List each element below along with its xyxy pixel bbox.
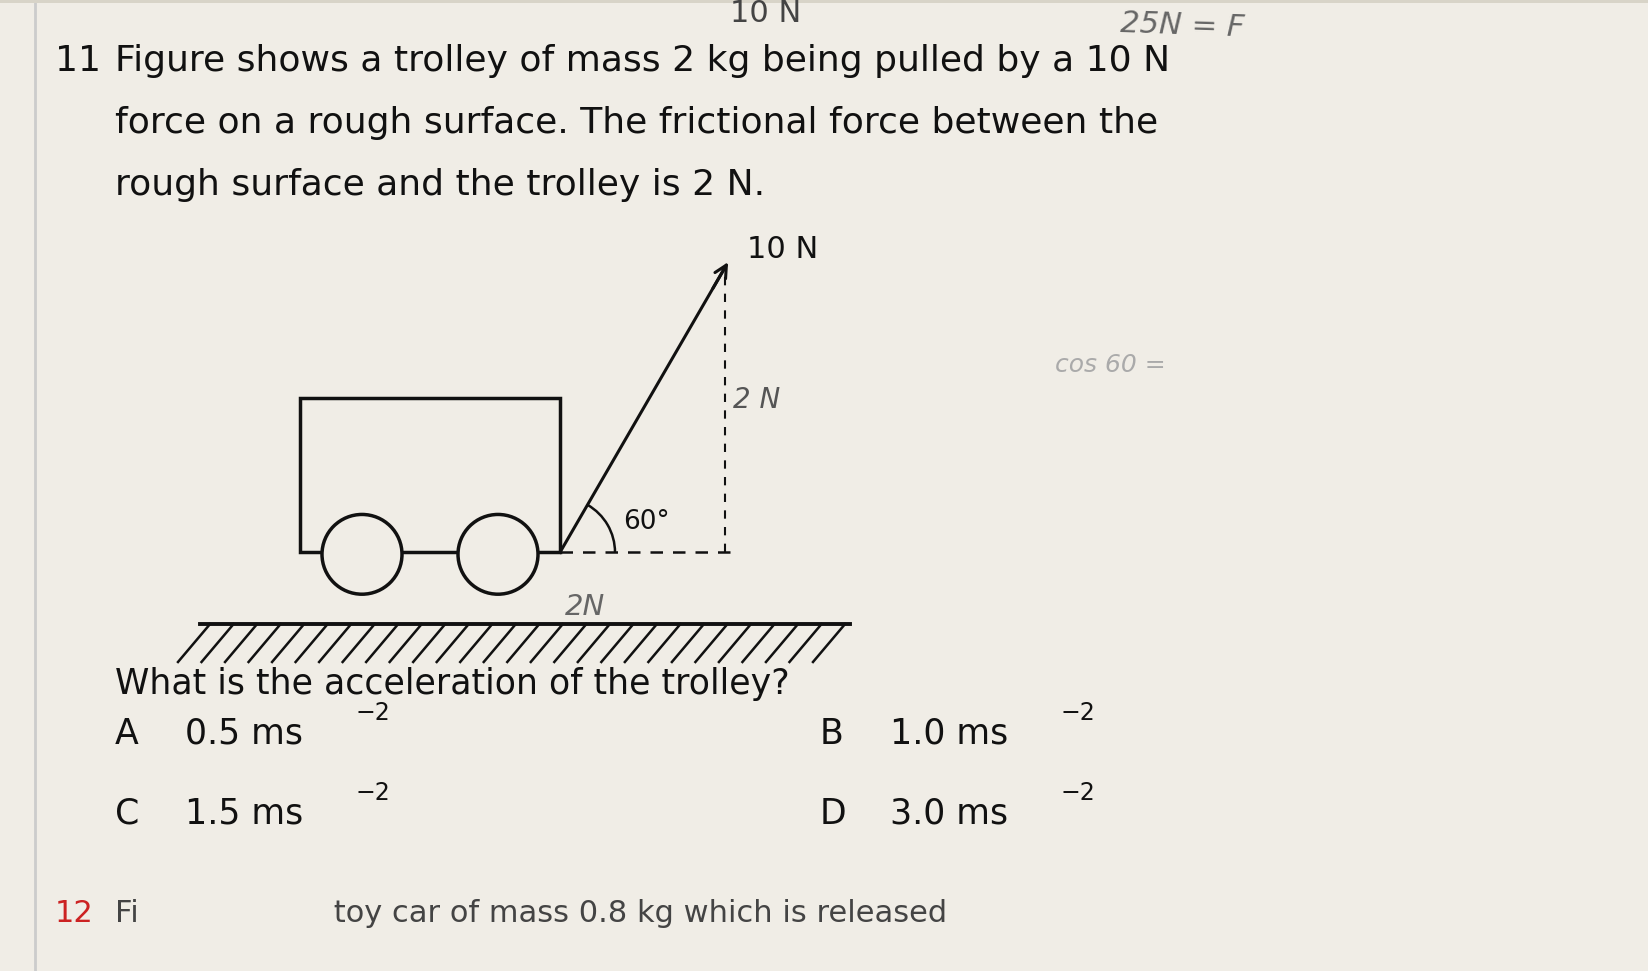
Text: 1.0 ms: 1.0 ms	[890, 717, 1007, 751]
Text: 25N = F: 25N = F	[1119, 9, 1244, 43]
Text: 60°: 60°	[623, 510, 669, 535]
Text: rough surface and the trolley is 2 N.: rough surface and the trolley is 2 N.	[115, 168, 765, 202]
Text: −2: −2	[356, 781, 391, 805]
Text: 1.5 ms: 1.5 ms	[185, 796, 303, 830]
Text: 12: 12	[54, 899, 94, 928]
Bar	[300, 398, 560, 552]
Text: −2: −2	[1060, 701, 1094, 725]
Text: 3.0 ms: 3.0 ms	[890, 796, 1007, 830]
Text: A: A	[115, 717, 138, 751]
Text: −2: −2	[356, 701, 391, 725]
Text: 10 N: 10 N	[747, 235, 817, 264]
Text: D: D	[819, 796, 845, 830]
Text: 2N: 2N	[565, 593, 605, 621]
Text: C: C	[115, 796, 140, 830]
Text: −2: −2	[1060, 781, 1094, 805]
Circle shape	[321, 515, 402, 594]
FancyBboxPatch shape	[0, 3, 1648, 971]
Text: 10 N: 10 N	[730, 0, 801, 28]
Text: B: B	[819, 717, 844, 751]
Text: 2 N: 2 N	[733, 385, 780, 414]
Text: 0.5 ms: 0.5 ms	[185, 717, 303, 751]
Text: Figure shows a trolley of mass 2 kg being pulled by a 10 N: Figure shows a trolley of mass 2 kg bein…	[115, 44, 1170, 78]
Circle shape	[458, 515, 537, 594]
Text: cos 60 =: cos 60 =	[1055, 353, 1165, 377]
Text: 11: 11	[54, 44, 101, 78]
Text: force on a rough surface. The frictional force between the: force on a rough surface. The frictional…	[115, 106, 1157, 140]
Text: What is the acceleration of the trolley?: What is the acceleration of the trolley?	[115, 667, 789, 701]
Text: Fi                    toy car of mass 0.8 kg which is released: Fi toy car of mass 0.8 kg which is relea…	[115, 899, 946, 928]
